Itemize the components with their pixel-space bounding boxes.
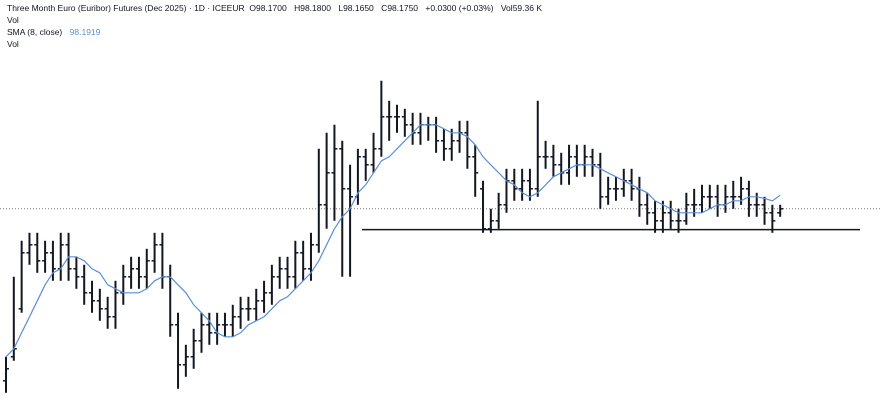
- header-line: Vol: [7, 38, 542, 50]
- change: +0.0300 (+0.03%): [425, 3, 494, 13]
- vol-value: 59.36 K: [512, 3, 542, 13]
- header-line: Vol: [7, 14, 542, 26]
- symbol: Three Month Euro (Euribor) Futures (Dec …: [7, 3, 245, 13]
- vol-label: Vol: [500, 3, 513, 13]
- l-value: 98.1650: [343, 3, 374, 13]
- sma-value: 98.1919: [69, 27, 101, 37]
- o-value: 98.1700: [255, 3, 287, 13]
- h-value: 98.1800: [300, 3, 331, 13]
- legend-header: Three Month Euro (Euribor) Futures (Dec …: [7, 2, 542, 50]
- vol-pane: Vol: [7, 39, 19, 49]
- c-value: 98.1750: [387, 3, 419, 13]
- header-line: Three Month Euro (Euribor) Futures (Dec …: [7, 2, 542, 14]
- c-label: C: [381, 3, 388, 13]
- sma-line: [5, 124, 781, 358]
- h-label: H: [294, 3, 301, 13]
- header-line: SMA (8, close) 98.1919: [7, 26, 542, 38]
- vol-pane: Vol: [7, 15, 19, 25]
- o-label: O: [249, 3, 256, 13]
- l-label: L: [338, 3, 344, 13]
- sma-name: SMA (8, close): [7, 27, 63, 37]
